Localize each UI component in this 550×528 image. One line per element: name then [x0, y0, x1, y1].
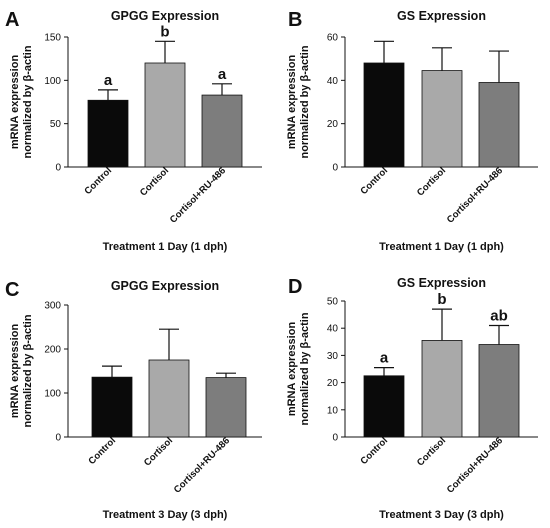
y-tick-label: 0	[332, 163, 338, 174]
chart-title: GPGG Expression	[111, 9, 219, 23]
y-tick-label: 50	[327, 297, 339, 308]
significance-label: ab	[490, 307, 508, 324]
y-tick-label: 150	[44, 33, 61, 44]
y-tick-label: 300	[44, 301, 61, 312]
x-axis-label: Treatment 3 Day (3 dph)	[379, 509, 504, 521]
y-tick-label: 0	[55, 163, 61, 174]
chart-title: GS Expression	[397, 9, 486, 23]
y-tick-label: 0	[332, 433, 338, 444]
y-tick-label: 200	[44, 345, 61, 356]
bar	[148, 359, 190, 438]
bar	[478, 82, 520, 168]
chart-title: GPGG Expression	[111, 279, 219, 293]
y-axis-label-line2: normalized by β-actin	[22, 314, 34, 427]
significance-label: a	[380, 350, 389, 367]
bar	[201, 94, 243, 168]
bar	[363, 62, 405, 168]
bar	[205, 377, 247, 438]
y-axis-label-line2: normalized by β-actin	[299, 45, 311, 158]
panel-letter: A	[5, 9, 19, 31]
category-label: Cortisol	[138, 165, 171, 198]
panel-letter: B	[288, 9, 302, 31]
y-tick-label: 20	[327, 119, 339, 130]
y-axis-label-line1: mRNA expression	[9, 55, 21, 150]
bar	[91, 376, 133, 438]
bar	[87, 99, 129, 168]
bar	[478, 344, 520, 438]
x-axis-label: Treatment 1 Day (1 dph)	[103, 241, 228, 253]
y-tick-label: 100	[44, 389, 61, 400]
y-axis-label-line1: mRNA expression	[9, 324, 21, 419]
y-tick-label: 20	[327, 378, 339, 389]
y-axis-label-line1: mRNA expression	[286, 322, 298, 417]
significance-label: b	[437, 291, 446, 308]
y-tick-label: 0	[55, 433, 61, 444]
category-label: Cortisol	[142, 435, 175, 468]
y-axis-label-line2: normalized by β-actin	[22, 45, 34, 158]
y-tick-label: 10	[327, 405, 339, 416]
panel-letter: C	[5, 279, 19, 301]
significance-label: a	[218, 66, 227, 83]
category-label: Cortisol+RU-486	[445, 435, 505, 495]
category-label: Cortisol+RU-486	[445, 165, 505, 225]
y-tick-label: 30	[327, 351, 339, 362]
y-tick-label: 40	[327, 324, 339, 335]
bar	[363, 375, 405, 438]
chart-title: GS Expression	[397, 276, 486, 290]
bar	[421, 70, 463, 168]
significance-label: b	[160, 23, 169, 40]
category-label: Cortisol	[415, 435, 448, 468]
y-axis-label-line2: normalized by β-actin	[299, 312, 311, 425]
bar	[144, 62, 186, 168]
category-label: Control	[86, 435, 118, 467]
category-label: Cortisol+RU-486	[168, 165, 228, 225]
category-label: Control	[82, 165, 114, 197]
category-label: Control	[358, 165, 390, 197]
bar	[421, 340, 463, 438]
y-axis-label-line1: mRNA expression	[286, 55, 298, 150]
y-tick-label: 60	[327, 33, 339, 44]
y-tick-label: 40	[327, 76, 339, 87]
x-axis-label: Treatment 1 Day (1 dph)	[379, 241, 504, 253]
x-axis-label: Treatment 3 Day (3 dph)	[103, 509, 228, 521]
panel-letter: D	[288, 276, 302, 298]
y-tick-label: 50	[50, 119, 62, 130]
significance-label: a	[104, 72, 113, 89]
category-label: Control	[358, 435, 390, 467]
category-label: Cortisol+RU-486	[172, 435, 232, 495]
y-tick-label: 100	[44, 76, 61, 87]
category-label: Cortisol	[415, 165, 448, 198]
